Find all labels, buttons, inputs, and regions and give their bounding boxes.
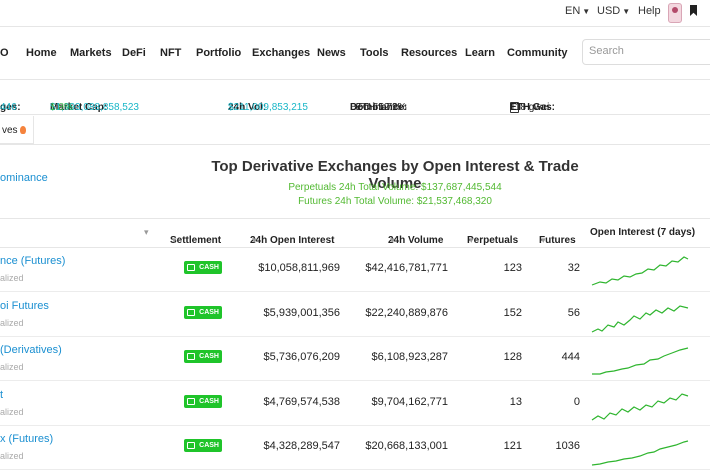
chevron-down-icon: ▼ [622, 7, 631, 16]
volume-value: $9,704,162,771 [371, 396, 448, 408]
search-input[interactable]: Search [582, 39, 710, 65]
open-interest-value: $4,769,574,538 [263, 396, 340, 408]
open-interest-sparkline [591, 305, 689, 333]
help-link[interactable]: Help [638, 5, 661, 17]
perpetuals-count: 152 [503, 307, 522, 319]
table-row[interactable]: oi Futures alized CASH $5,939,001,356 $22,24… [0, 292, 710, 337]
exchanges-count-link[interactable]: 446 [0, 102, 17, 113]
table-row[interactable]: t alized CASH $4,769,574,538 $9,704,162,771 1… [0, 381, 710, 426]
gas-pump-icon [510, 102, 519, 113]
table-row[interactable]: (Derivatives) alized CASH $5,736,076,209 $6,… [0, 336, 710, 381]
nav-tools[interactable]: Tools [360, 47, 389, 59]
nav-community[interactable]: Community [507, 47, 568, 59]
chevron-down-icon: ▼ [582, 7, 591, 16]
perpetuals-count: 13 [509, 396, 522, 408]
open-interest-sparkline [591, 440, 689, 466]
settlement-badge: CASH [184, 306, 222, 319]
top-bar: EN ▼ USD ▼ Help [0, 0, 710, 27]
language-selector[interactable]: EN ▼ [565, 5, 591, 17]
tab-bar: ves [0, 116, 710, 145]
volume-value: $20,668,133,001 [365, 440, 448, 452]
nav-home[interactable]: Home [26, 47, 57, 59]
perpetuals-count: 128 [503, 351, 522, 363]
volume-value: $6,108,923,287 [371, 351, 448, 363]
header-open-interest-7d: Open Interest (7 days) [590, 227, 696, 238]
dominance-stat: Dominance: BTC 55.7% ETH 12.2% [350, 102, 408, 113]
open-interest-sparkline [591, 256, 689, 286]
page-title: Top Derivative Exchanges by Open Interes… [211, 158, 579, 192]
settlement-badge: CASH [184, 261, 222, 274]
main-nav: O Home Markets DeFi NFT Portfolio Exchan… [0, 27, 710, 80]
nav-defi[interactable]: DeFi [122, 47, 146, 59]
volume-value: $42,416,781,771 [365, 262, 448, 274]
logo-text[interactable]: O [0, 47, 9, 59]
global-stats-bar: ges: 446 Market Cap: $1,993,088,858,523 … [0, 80, 710, 115]
open-interest-value: $5,939,001,356 [263, 307, 340, 319]
exchange-type: alized [0, 407, 24, 417]
perpetuals-total-volume: Perpetuals 24h Total Volume: $137,687,44… [288, 182, 502, 193]
perpetuals-count: 121 [503, 440, 522, 452]
exchange-type: alized [0, 362, 24, 372]
futures-total-volume: Futures 24h Total Volume: $21,537,468,32… [298, 196, 492, 207]
open-interest-value: $4,328,289,547 [263, 440, 340, 452]
settlement-badge: CASH [184, 395, 222, 408]
volume-value: $22,240,889,876 [365, 307, 448, 319]
dominance-link[interactable]: ominance [0, 172, 48, 184]
table-row[interactable]: x (Futures) alized CASH $4,328,289,547 $20,6… [0, 425, 710, 470]
futures-count: 56 [567, 307, 580, 319]
exchange-name-link[interactable]: nce (Futures) [0, 255, 66, 267]
nav-resources[interactable]: Resources [401, 47, 458, 59]
exchange-name-link[interactable]: oi Futures [0, 300, 49, 312]
futures-count: 1036 [555, 440, 580, 452]
settlement-badge: CASH [184, 439, 222, 452]
fire-icon [19, 126, 26, 134]
nav-portfolio[interactable]: Portfolio [196, 47, 242, 59]
nav-nft[interactable]: NFT [160, 47, 182, 59]
exchange-name-link[interactable]: x (Futures) [0, 433, 54, 445]
candy-icon[interactable] [668, 3, 682, 23]
table-header: ▾ Settlement ▾ 24h Open Interest ▾ 24h Vol… [0, 218, 710, 248]
nav-exchanges[interactable]: Exchanges [252, 47, 311, 59]
nav-markets[interactable]: Markets [70, 47, 112, 59]
open-interest-sparkline [592, 347, 689, 375]
nav-learn[interactable]: Learn [465, 47, 495, 59]
open-interest-sparkline [591, 393, 689, 421]
exchange-type: alized [0, 273, 24, 283]
exchange-type: alized [0, 451, 24, 461]
arrow-up-icon: ↑ [50, 102, 55, 113]
currency-selector[interactable]: USD ▼ [597, 5, 631, 17]
nav-news[interactable]: News [317, 47, 346, 59]
tab-derivatives[interactable]: ves [0, 116, 34, 144]
volume-link[interactable]: $211,009,853,215 [228, 102, 308, 113]
open-interest-value: $10,058,811,969 [258, 262, 340, 274]
market-cap-change: 1.8% [50, 102, 73, 113]
futures-count: 32 [567, 262, 580, 274]
perpetuals-count: 123 [503, 262, 522, 274]
futures-count: 0 [573, 396, 580, 408]
exchange-name-link[interactable]: t [0, 389, 4, 401]
sort-icon[interactable]: ▾ [144, 227, 149, 237]
table-row[interactable]: nce (Futures) alized CASH $10,058,811,969 $4… [0, 247, 710, 292]
exchange-type: alized [0, 318, 24, 328]
futures-count: 444 [561, 351, 580, 363]
exchange-name-link[interactable]: (Derivatives) [0, 344, 62, 356]
settlement-badge: CASH [184, 350, 222, 363]
open-interest-value: $5,736,076,209 [263, 351, 340, 363]
market-cap-link[interactable]: $1,993,088,858,523 [50, 102, 139, 113]
bookmark-icon[interactable] [690, 5, 697, 16]
